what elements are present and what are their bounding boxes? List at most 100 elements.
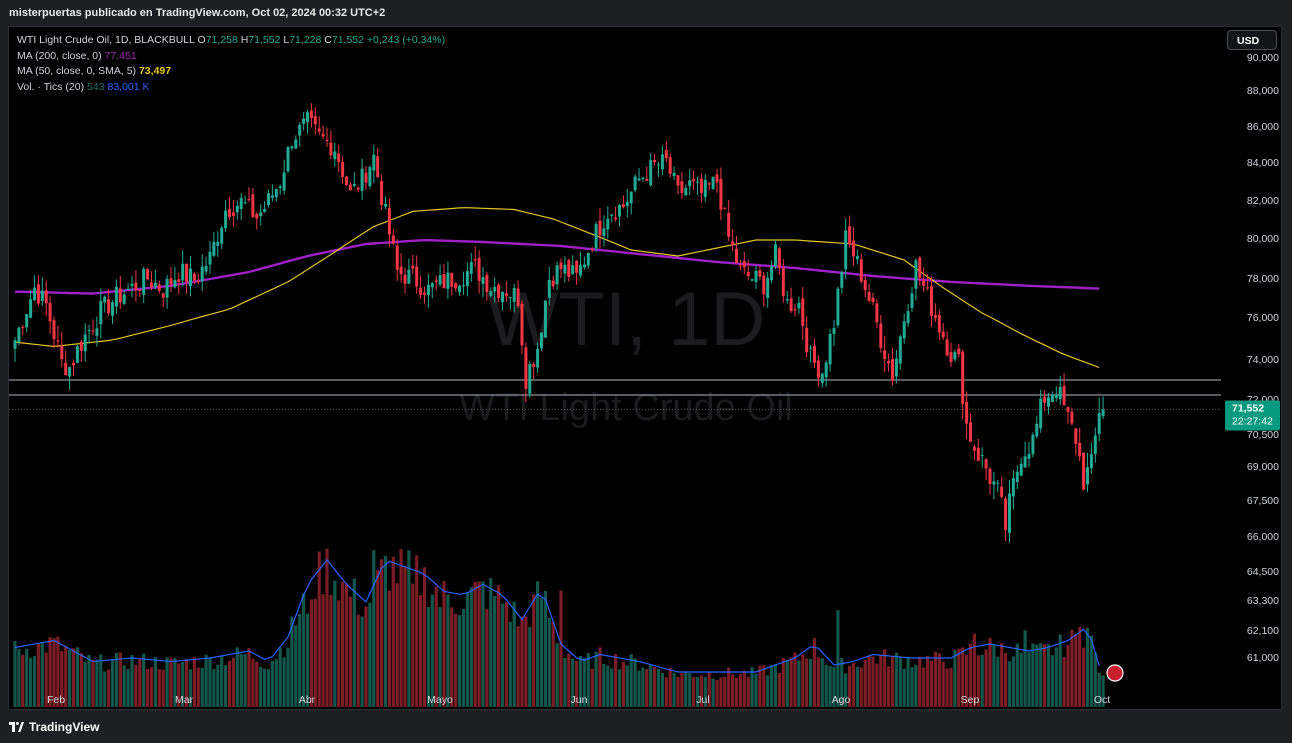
candle-body[interactable] bbox=[965, 401, 969, 424]
candle-body[interactable] bbox=[1066, 407, 1070, 412]
candle-body[interactable] bbox=[664, 150, 668, 159]
candle-body[interactable] bbox=[224, 210, 228, 229]
candle-body[interactable] bbox=[1062, 386, 1066, 405]
candle-body[interactable] bbox=[508, 297, 512, 299]
candle-body[interactable] bbox=[684, 188, 688, 196]
candle-body[interactable] bbox=[465, 271, 469, 287]
candle-body[interactable] bbox=[107, 299, 111, 314]
candle-body[interactable] bbox=[286, 147, 290, 172]
candle-body[interactable] bbox=[918, 257, 922, 278]
candle-body[interactable] bbox=[146, 269, 150, 280]
candle-body[interactable] bbox=[430, 283, 434, 288]
candle-body[interactable] bbox=[481, 277, 485, 284]
candle-body[interactable] bbox=[469, 262, 473, 274]
candle-body[interactable] bbox=[875, 303, 879, 323]
candle-body[interactable] bbox=[387, 207, 391, 235]
candle-body[interactable] bbox=[142, 268, 146, 295]
candle-body[interactable] bbox=[83, 334, 87, 352]
candle-body[interactable] bbox=[894, 358, 898, 377]
candle-body[interactable] bbox=[805, 327, 809, 353]
candle-body[interactable] bbox=[933, 315, 937, 318]
candle-body[interactable] bbox=[395, 245, 399, 270]
candle-body[interactable] bbox=[216, 241, 220, 246]
candle-body[interactable] bbox=[138, 290, 142, 292]
candle-body[interactable] bbox=[341, 161, 345, 178]
candle-body[interactable] bbox=[1000, 486, 1004, 497]
candle-body[interactable] bbox=[329, 142, 333, 156]
candle-body[interactable] bbox=[477, 257, 481, 281]
candle-body[interactable] bbox=[590, 248, 594, 251]
candle-body[interactable] bbox=[961, 351, 965, 405]
candle-body[interactable] bbox=[793, 309, 797, 311]
candle-body[interactable] bbox=[844, 230, 848, 270]
candle-body[interactable] bbox=[972, 446, 976, 451]
candle-body[interactable] bbox=[1035, 423, 1039, 437]
candle-body[interactable] bbox=[25, 314, 29, 328]
candle-body[interactable] bbox=[586, 252, 590, 266]
legend-ma200-row[interactable]: MA (200, close, 0) 77,451 bbox=[17, 49, 445, 65]
candle-body[interactable] bbox=[637, 178, 641, 181]
candle-body[interactable] bbox=[781, 268, 785, 296]
candle-body[interactable] bbox=[1101, 409, 1105, 417]
candle-body[interactable] bbox=[1089, 454, 1093, 469]
candle-body[interactable] bbox=[313, 116, 317, 125]
candle-body[interactable] bbox=[910, 293, 914, 308]
candle-body[interactable] bbox=[173, 280, 177, 288]
candle-body[interactable] bbox=[68, 367, 72, 377]
candle-body[interactable] bbox=[770, 266, 774, 281]
candle-body[interactable] bbox=[922, 280, 926, 286]
candle-body[interactable] bbox=[902, 321, 906, 339]
candle-body[interactable] bbox=[762, 275, 766, 295]
candle-body[interactable] bbox=[325, 139, 329, 142]
candle-body[interactable] bbox=[1086, 467, 1089, 485]
candle-body[interactable] bbox=[719, 178, 723, 210]
candle-body[interactable] bbox=[1093, 435, 1097, 455]
candle-body[interactable] bbox=[485, 274, 489, 292]
candle-body[interactable] bbox=[239, 197, 243, 209]
candle-body[interactable] bbox=[945, 339, 949, 356]
candle-body[interactable] bbox=[40, 290, 44, 302]
candle-body[interactable] bbox=[930, 286, 933, 316]
candle-body[interactable] bbox=[969, 422, 972, 442]
candle-body[interactable] bbox=[891, 359, 894, 381]
candle-body[interactable] bbox=[337, 153, 341, 162]
candle-body[interactable] bbox=[189, 268, 192, 287]
candle-body[interactable] bbox=[501, 292, 504, 303]
candle-body[interactable] bbox=[532, 364, 536, 367]
candle-body[interactable] bbox=[489, 290, 493, 296]
candle-body[interactable] bbox=[957, 348, 961, 355]
candle-body[interactable] bbox=[251, 194, 255, 218]
candle-body[interactable] bbox=[75, 346, 79, 363]
candle-body[interactable] bbox=[738, 265, 742, 267]
candle-body[interactable] bbox=[169, 278, 173, 285]
candle-body[interactable] bbox=[785, 299, 789, 301]
candle-body[interactable] bbox=[598, 220, 602, 236]
candle-body[interactable] bbox=[996, 482, 1000, 484]
candle-body[interactable] bbox=[426, 284, 430, 296]
candle-body[interactable] bbox=[231, 212, 235, 217]
candle-body[interactable] bbox=[676, 175, 680, 186]
candle-body[interactable] bbox=[380, 180, 384, 205]
candle-body[interactable] bbox=[368, 167, 372, 187]
candle-body[interactable] bbox=[555, 265, 559, 285]
candle-body[interactable] bbox=[36, 284, 40, 304]
candle-body[interactable] bbox=[1019, 463, 1023, 476]
candle-body[interactable] bbox=[914, 260, 918, 289]
candle-body[interactable] bbox=[91, 330, 95, 332]
candle-body[interactable] bbox=[454, 283, 458, 289]
candle-body[interactable] bbox=[95, 328, 99, 336]
candle-body[interactable] bbox=[723, 208, 727, 210]
candle-body[interactable] bbox=[411, 265, 415, 269]
candle-body[interactable] bbox=[852, 240, 855, 257]
candle-body[interactable] bbox=[33, 287, 36, 301]
candle-body[interactable] bbox=[820, 373, 824, 384]
tradingview-logo[interactable]: TradingView bbox=[9, 720, 99, 734]
candle-body[interactable] bbox=[680, 181, 684, 194]
candle-body[interactable] bbox=[867, 292, 871, 301]
candle-body[interactable] bbox=[949, 352, 953, 362]
candle-body[interactable] bbox=[274, 189, 278, 198]
candle-body[interactable] bbox=[840, 272, 844, 288]
candle-body[interactable] bbox=[1082, 452, 1086, 490]
candle-body[interactable] bbox=[134, 282, 138, 291]
candle-body[interactable] bbox=[801, 298, 805, 326]
